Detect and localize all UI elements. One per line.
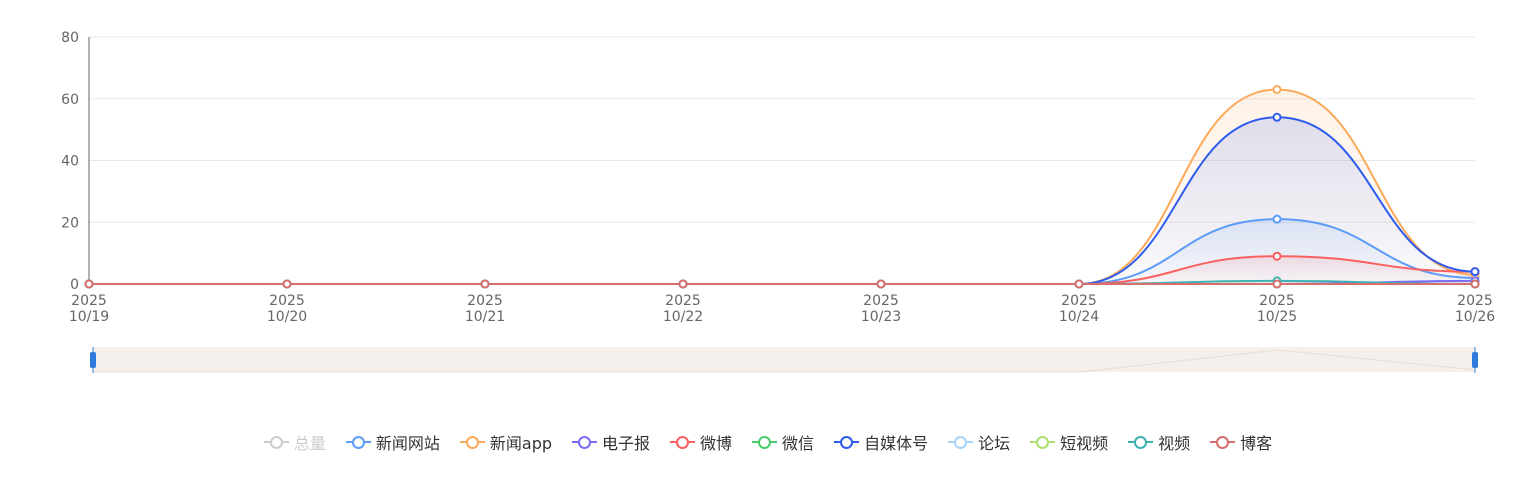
legend-line-circle-icon bbox=[670, 435, 696, 449]
datazoom-start-handle[interactable] bbox=[90, 352, 96, 368]
legend-line-circle-icon bbox=[1030, 435, 1056, 449]
data-point-博客[interactable] bbox=[876, 279, 886, 289]
data-point-博客[interactable] bbox=[480, 279, 490, 289]
legend-label: 新闻网站 bbox=[375, 434, 440, 453]
y-tick-label: 0 bbox=[70, 277, 79, 293]
legend-item-论坛[interactable]: 论坛 bbox=[948, 430, 1010, 454]
x-tick-label: 2025 10/25 bbox=[1257, 293, 1297, 325]
legend-label: 总量 bbox=[293, 434, 326, 453]
y-tick-label: 60 bbox=[61, 92, 79, 108]
legend: 总量 新闻网站 新闻app 电子报 微博 微信 自媒体号 论坛 短视频 视频 博客 bbox=[0, 430, 1536, 454]
data-point-博客[interactable] bbox=[84, 279, 94, 289]
legend-line-circle-icon bbox=[1128, 435, 1154, 449]
legend-label: 微信 bbox=[782, 434, 815, 453]
legend-line-circle-icon bbox=[1210, 435, 1236, 449]
x-tick-label: 2025 10/24 bbox=[1059, 293, 1099, 325]
y-tick-label: 20 bbox=[61, 215, 79, 231]
legend-label: 电子报 bbox=[602, 434, 651, 453]
data-point-自媒体号[interactable] bbox=[1470, 267, 1480, 277]
legend-line-circle-icon bbox=[834, 435, 860, 449]
legend-item-新闻app[interactable]: 新闻app bbox=[459, 430, 553, 454]
legend-item-微信[interactable]: 微信 bbox=[752, 430, 814, 454]
data-point-微博[interactable] bbox=[1272, 251, 1282, 261]
data-point-博客[interactable] bbox=[678, 279, 688, 289]
legend-label: 自媒体号 bbox=[864, 434, 929, 453]
x-tick-label: 2025 10/21 bbox=[465, 293, 505, 325]
legend-item-微博[interactable]: 微博 bbox=[670, 430, 732, 454]
data-point-博客[interactable] bbox=[1470, 279, 1480, 289]
legend-line-circle-icon bbox=[752, 435, 778, 449]
legend-line-circle-icon bbox=[459, 435, 485, 449]
x-tick-label: 2025 10/22 bbox=[663, 293, 703, 325]
y-tick-label: 80 bbox=[61, 30, 79, 46]
datazoom-end-handle[interactable] bbox=[1472, 352, 1478, 368]
legend-line-circle-icon bbox=[263, 435, 289, 449]
legend-label: 短视频 bbox=[1060, 434, 1109, 453]
x-tick-label: 2025 10/26 bbox=[1455, 293, 1495, 325]
data-point-博客[interactable] bbox=[282, 279, 292, 289]
legend-label: 新闻app bbox=[489, 434, 553, 453]
legend-item-自媒体号[interactable]: 自媒体号 bbox=[834, 430, 928, 454]
datazoom-preview-line bbox=[93, 349, 1476, 373]
legend-item-博客[interactable]: 博客 bbox=[1210, 430, 1272, 454]
legend-label: 微博 bbox=[700, 434, 733, 453]
data-point-自媒体号[interactable] bbox=[1272, 112, 1282, 122]
legend-line-circle-icon bbox=[948, 435, 974, 449]
legend-item-短视频[interactable]: 短视频 bbox=[1030, 430, 1108, 454]
datazoom-slider[interactable] bbox=[93, 347, 1475, 372]
legend-line-circle-icon bbox=[345, 435, 371, 449]
data-point-博客[interactable] bbox=[1074, 279, 1084, 289]
x-tick-label: 2025 10/20 bbox=[267, 293, 307, 325]
legend-item-总量[interactable]: 总量 bbox=[263, 430, 326, 454]
x-tick-label: 2025 10/23 bbox=[861, 293, 901, 325]
legend-item-视频[interactable]: 视频 bbox=[1128, 430, 1190, 454]
legend-label: 论坛 bbox=[978, 434, 1011, 453]
area-自媒体号 bbox=[89, 117, 1475, 285]
legend-label: 博客 bbox=[1240, 434, 1273, 453]
legend-label: 视频 bbox=[1158, 434, 1191, 453]
x-tick-label: 2025 10/19 bbox=[69, 293, 109, 325]
legend-item-电子报[interactable]: 电子报 bbox=[572, 430, 650, 454]
legend-line-circle-icon bbox=[572, 435, 598, 449]
data-point-新闻app[interactable] bbox=[1272, 84, 1282, 94]
data-point-新闻网站[interactable] bbox=[1272, 214, 1282, 224]
line-chart: 0 20 40 60 80 2025 10/19 2025 10/20 2025 10/21 2025… bbox=[61, 30, 1495, 373]
data-point-博客[interactable] bbox=[1272, 279, 1282, 289]
y-tick-label: 40 bbox=[61, 154, 79, 170]
legend-item-新闻网站[interactable]: 新闻网站 bbox=[345, 430, 440, 454]
